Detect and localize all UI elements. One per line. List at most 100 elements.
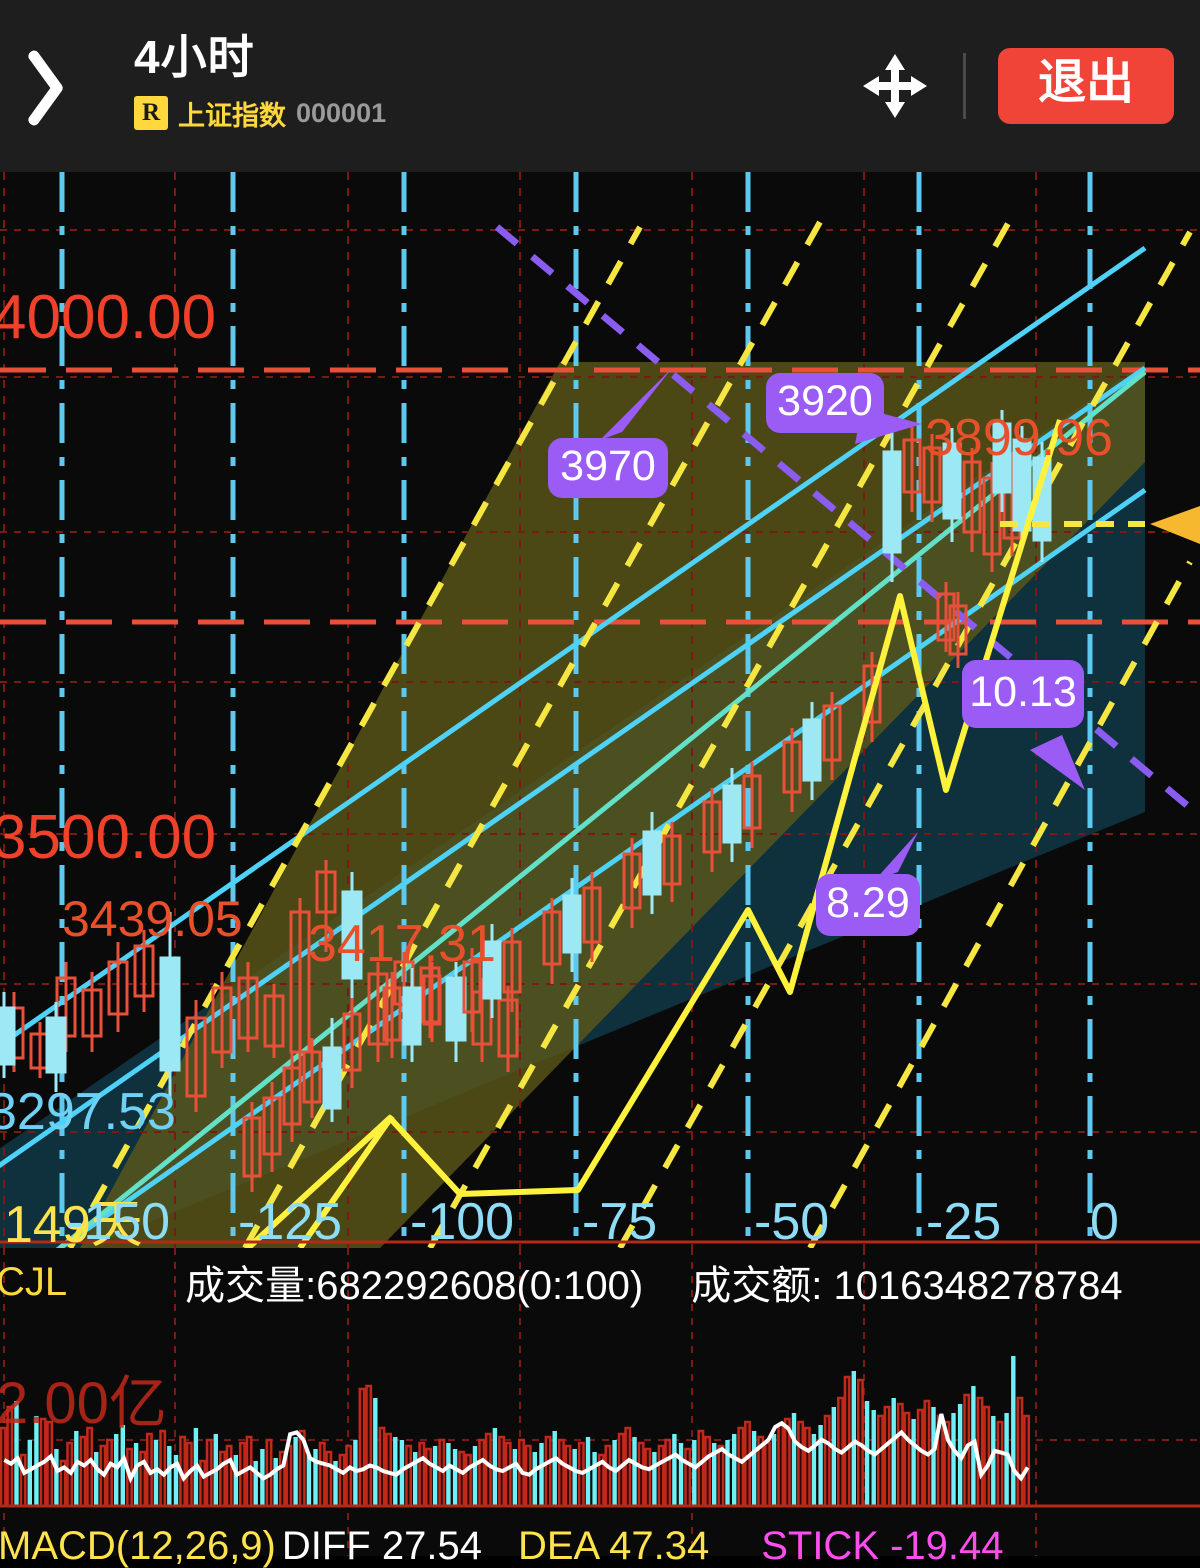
volume-bar [672,1434,677,1506]
volume-bar [120,1425,125,1506]
volume-bar [911,1419,916,1506]
volume-scale-label: 2.00亿 [0,1371,167,1436]
volume-bar [114,1434,119,1506]
volume-bar [365,1384,373,1508]
volume-bar [432,1446,438,1506]
volume-bar [624,1426,632,1508]
volume-bar [811,1434,817,1506]
volume-bar [333,1461,338,1506]
volume-bar [338,1453,346,1508]
volume-bar [604,1444,612,1508]
volume-bar [876,1414,884,1508]
volume-indicator-name: CJL [0,1259,68,1304]
volume-bar [219,1450,226,1508]
volume-bar [692,1440,697,1506]
x-tick--50: -50 [754,1193,830,1248]
volume-bar [751,1431,757,1506]
volume-bar [532,1452,537,1506]
volume-bar [1004,1413,1009,1506]
volume-bar [803,1426,811,1508]
volume-bar [245,1435,253,1508]
volume-bar [991,1416,996,1506]
volume-bar [871,1410,876,1506]
volume-bar [572,1449,577,1506]
volume-bar [684,1447,692,1508]
volume-bar [732,1434,737,1506]
volume-bar [293,1437,298,1506]
x-tick-0: 0 [1090,1193,1119,1248]
callout-10-13[interactable]: 10.13 [962,660,1084,728]
price-label-3297: 3297.53 [0,1083,176,1141]
volume-bar [79,1435,87,1508]
volume-bar [478,1438,486,1508]
volume-bar [791,1413,797,1506]
callout-3970[interactable]: 3970 [548,438,668,498]
volume-bar [325,1450,333,1508]
volume-bar [864,1401,870,1506]
volume-bar [385,1432,393,1508]
volume-bar [313,1449,318,1506]
volume-bar [983,1405,991,1508]
volume-bar [199,1459,207,1508]
volume-bar [539,1443,544,1506]
volume-bar [159,1429,167,1508]
volume-bar [843,1375,851,1508]
x-tick--75: -75 [582,1193,658,1248]
volume-bar [851,1371,856,1506]
volume-bar [452,1449,458,1506]
exit-button[interactable]: 退出 [997,47,1174,125]
volume-bar [358,1387,366,1508]
volume-bar [891,1398,896,1506]
volume-indicator-header: CJL 成交量:682292608(0:100) 成交额: 1016348278… [0,1255,1200,1309]
volume-bar [399,1440,405,1506]
volume-bar [54,1449,59,1506]
volume-bar [225,1444,233,1508]
back-button[interactable] [0,0,110,172]
wave-zigzag [245,419,1063,1248]
app-header: 4小时 R 上证指数 000001 退出 [0,0,1200,172]
volume-moving-average [3,1413,1030,1484]
volume-bar [717,1444,725,1508]
volume-bar [373,1398,378,1506]
volume-bar [153,1440,159,1506]
volume-bar [353,1440,358,1506]
volume-bar [657,1444,665,1508]
header-divider [962,53,966,119]
volume-bar [777,1423,785,1508]
x-tick--25: -25 [926,1193,1002,1248]
volume-bar [1016,1396,1024,1508]
volume-value: 成交量:682292608(0:100) [185,1264,644,1308]
macd-diff: DIFF 27.54 [281,1524,482,1568]
volume-bar [737,1426,745,1508]
volume-bar [903,1411,911,1508]
volume-bar [564,1444,572,1508]
price-label-3899: 3899.96 [925,409,1113,467]
callout-8-29[interactable]: 8.29 [816,874,920,936]
volume-bar [896,1402,904,1508]
move-arrows-icon[interactable] [853,44,937,128]
volume-bar [763,1441,771,1508]
volume-bar [106,1438,113,1508]
price-label-3439: 3439.05 [62,891,243,947]
volume-bar [652,1452,657,1506]
volume-bar [446,1443,451,1506]
x-tick--125: -125 [238,1193,343,1248]
volume-bar [612,1440,617,1506]
y-label-3500: 3500.00 [0,803,217,872]
volume-bar [744,1420,751,1508]
macd-chart[interactable] [0,1513,1200,1556]
volume-bar [393,1437,398,1506]
symbol-code: 000001 [296,97,387,128]
volume-chart[interactable]: 2.00亿 [0,1248,1200,1513]
volume-bar [632,1437,637,1506]
volume-bar [345,1444,353,1508]
price-label-3417: 3417.31 [308,915,496,973]
volume-bar [253,1461,258,1506]
macd-name: MACD(12,26,9) [0,1524,276,1568]
volume-bar [378,1426,386,1508]
volume-bar [712,1443,717,1506]
volume-bar [233,1455,238,1506]
volume-bar [797,1420,805,1508]
callout-3920[interactable]: 3920 [766,373,884,433]
volume-bar [74,1431,79,1506]
